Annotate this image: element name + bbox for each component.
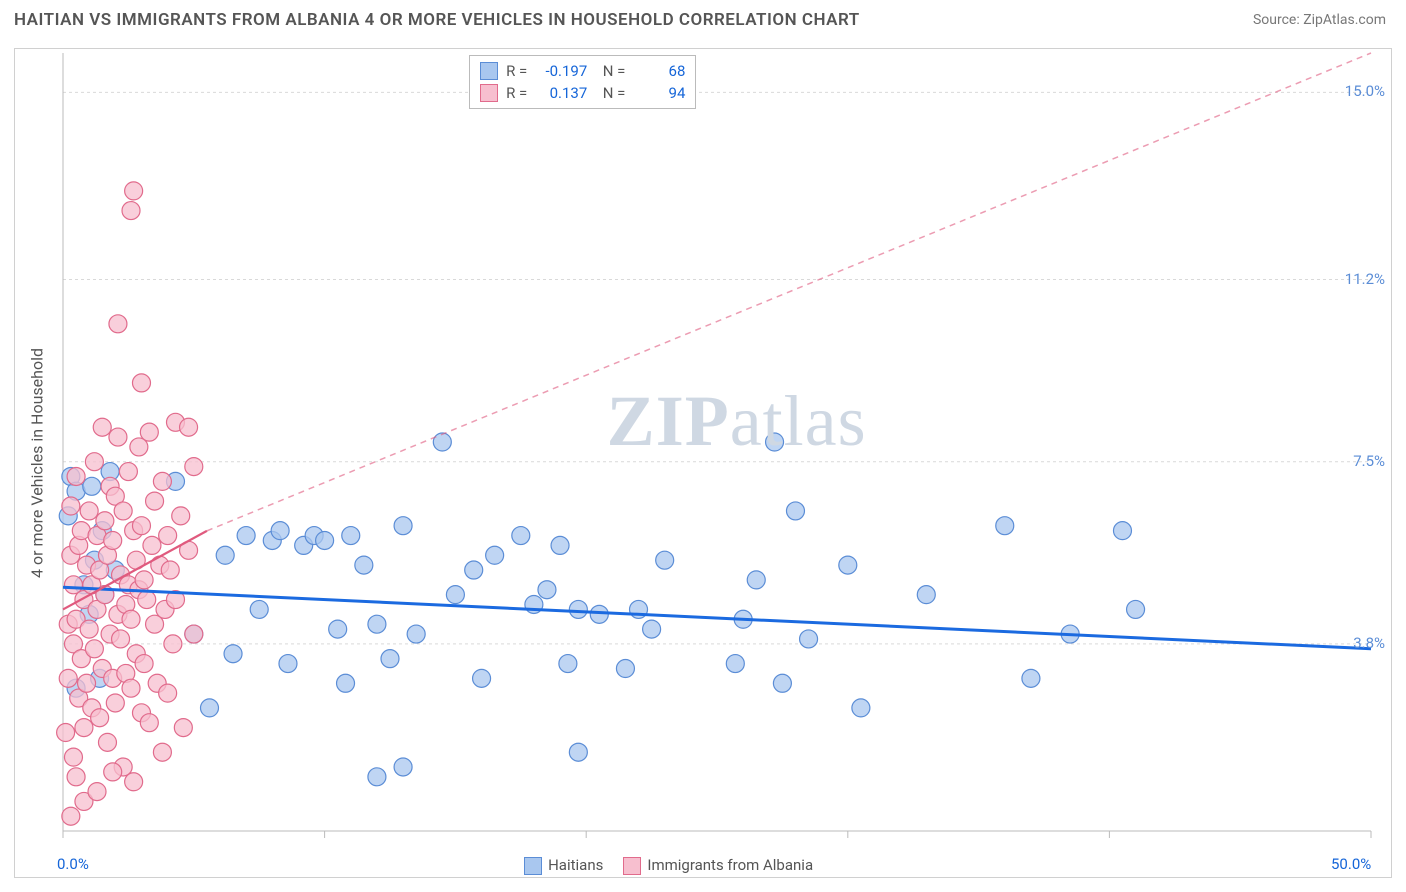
legend-r-label: R = xyxy=(506,60,527,82)
watermark-bold: ZIP xyxy=(607,381,730,461)
y-grid-label: 15.0% xyxy=(1345,82,1385,100)
legend-n-label: N = xyxy=(595,60,625,82)
legend-item-albania: Immigrants from Albania xyxy=(623,856,813,875)
legend-n-haitians: 68 xyxy=(633,60,685,82)
legend-label-haitians: Haitians xyxy=(548,856,603,874)
y-grid-label: 3.8% xyxy=(1353,634,1385,652)
legend-swatch-haitians-b xyxy=(524,857,542,875)
chart-container: 4 or more Vehicles in Household ZIPatlas… xyxy=(14,48,1392,878)
legend-r-albania: 0.137 xyxy=(535,82,587,104)
correlation-legend: R = -0.197 N = 68 R = 0.137 N = 94 xyxy=(469,55,696,109)
chart-title: HAITIAN VS IMMIGRANTS FROM ALBANIA 4 OR … xyxy=(14,10,860,30)
x-max-label: 50.0% xyxy=(1331,855,1371,873)
source-label: Source: ZipAtlas.com xyxy=(1253,12,1386,28)
y-grid-label: 7.5% xyxy=(1353,452,1385,470)
series-legend: Haitians Immigrants from Albania xyxy=(524,856,813,875)
legend-label-albania: Immigrants from Albania xyxy=(647,856,813,874)
x-min-label: 0.0% xyxy=(57,855,89,873)
y-axis-label: 4 or more Vehicles in Household xyxy=(28,348,47,578)
legend-r-haitians: -0.197 xyxy=(535,60,587,82)
watermark-light: atlas xyxy=(730,381,867,461)
legend-swatch-albania xyxy=(480,84,498,102)
legend-item-haitians: Haitians xyxy=(524,856,603,875)
legend-swatch-albania-b xyxy=(623,857,641,875)
legend-swatch-haitians xyxy=(480,62,498,80)
legend-row-haitians: R = -0.197 N = 68 xyxy=(480,60,685,82)
y-grid-label: 11.2% xyxy=(1345,270,1385,288)
legend-row-albania: R = 0.137 N = 94 xyxy=(480,82,685,104)
legend-n-albania: 94 xyxy=(633,82,685,104)
watermark: ZIPatlas xyxy=(607,380,867,463)
legend-n-label: N = xyxy=(595,82,625,104)
legend-r-label: R = xyxy=(506,82,527,104)
